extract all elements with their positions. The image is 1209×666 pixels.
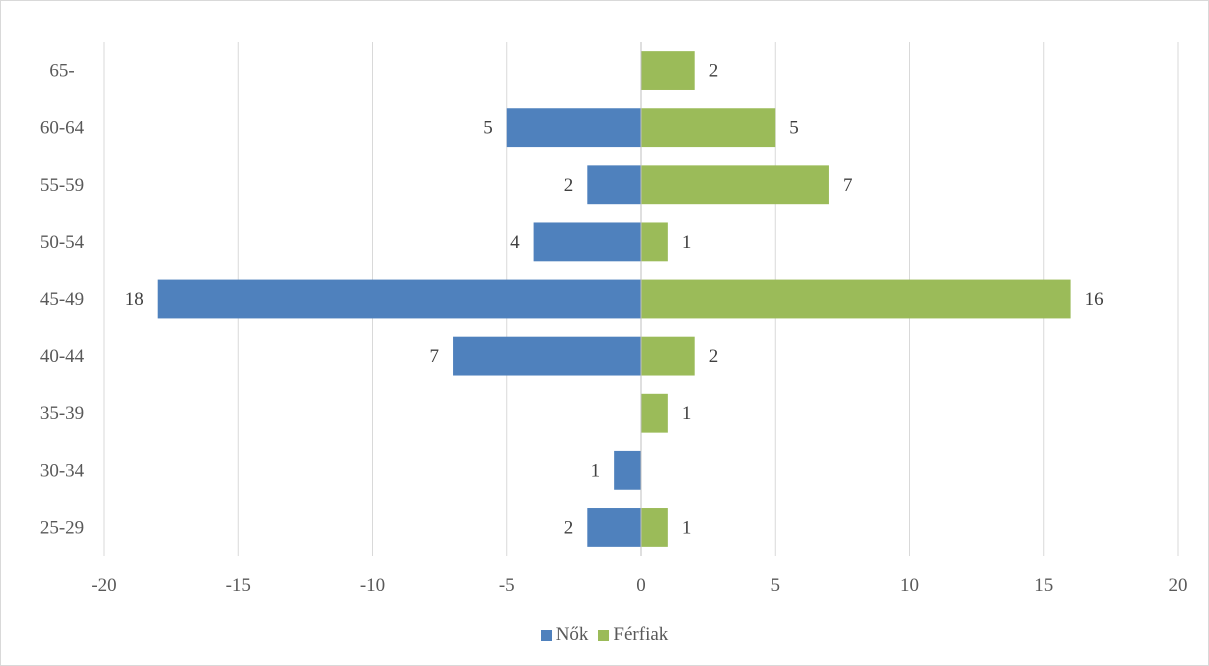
bar-nok [506, 108, 641, 148]
data-label: 4 [510, 232, 520, 253]
data-label: 1 [682, 403, 692, 424]
y-category-label: 50-54 [40, 232, 85, 253]
bar-ferfiak [641, 108, 776, 148]
data-label: 5 [789, 118, 799, 139]
y-category-label: 40-44 [40, 346, 85, 367]
data-label: 2 [709, 61, 719, 82]
data-label: 1 [591, 460, 601, 481]
x-tick-label: 5 [771, 575, 781, 596]
legend-label-ferfiak: Férfiak [613, 624, 669, 645]
y-category-label: 65- [49, 61, 74, 82]
bar-ferfiak [641, 165, 829, 205]
x-tick-label: 15 [1034, 575, 1053, 596]
data-label: 5 [483, 118, 493, 139]
bar-nok [587, 508, 641, 547]
x-tick-label: 20 [1169, 575, 1188, 596]
bar-ferfiak [641, 279, 1071, 319]
x-tick-label: -20 [91, 575, 116, 596]
data-label: 1 [682, 232, 692, 253]
legend-item-nok: Nők [540, 624, 589, 646]
y-category-label: 55-59 [40, 175, 84, 196]
y-category-label: 25-29 [40, 517, 84, 538]
x-tick-label: -5 [499, 575, 515, 596]
data-label: 1 [682, 517, 692, 538]
legend-label-nok: Nők [555, 624, 589, 645]
data-label: 18 [125, 289, 144, 310]
bar-ferfiak [641, 51, 695, 90]
bar-ferfiak [641, 336, 695, 376]
bar-nok [157, 279, 641, 319]
bar-nok [587, 165, 641, 205]
y-category-label: 45-49 [40, 289, 84, 310]
x-tick-label: 10 [900, 575, 919, 596]
x-tick-label: -10 [360, 575, 385, 596]
data-label: 2 [564, 175, 574, 196]
data-label: 2 [564, 517, 574, 538]
legend-item-ferfiak: Férfiak [598, 624, 668, 646]
y-category-label: 35-39 [40, 403, 84, 424]
bar-nok [533, 222, 641, 262]
bar-ferfiak [641, 222, 668, 262]
data-label: 7 [430, 346, 440, 367]
legend-swatch-nok [540, 629, 552, 641]
y-category-label: 60-64 [40, 118, 85, 139]
bar-ferfiak [641, 508, 668, 547]
x-tick-label: -15 [226, 575, 251, 596]
chart-legend: Nők Férfiak [0, 624, 1209, 646]
bar-nok [614, 450, 641, 490]
data-label: 16 [1085, 289, 1104, 310]
bar-nok [453, 336, 641, 376]
data-label: 7 [843, 175, 853, 196]
x-tick-label: 0 [636, 575, 646, 596]
bar-ferfiak [641, 393, 668, 433]
legend-swatch-ferfiak [598, 629, 610, 641]
data-label: 2 [709, 346, 719, 367]
y-category-label: 30-34 [40, 460, 85, 481]
